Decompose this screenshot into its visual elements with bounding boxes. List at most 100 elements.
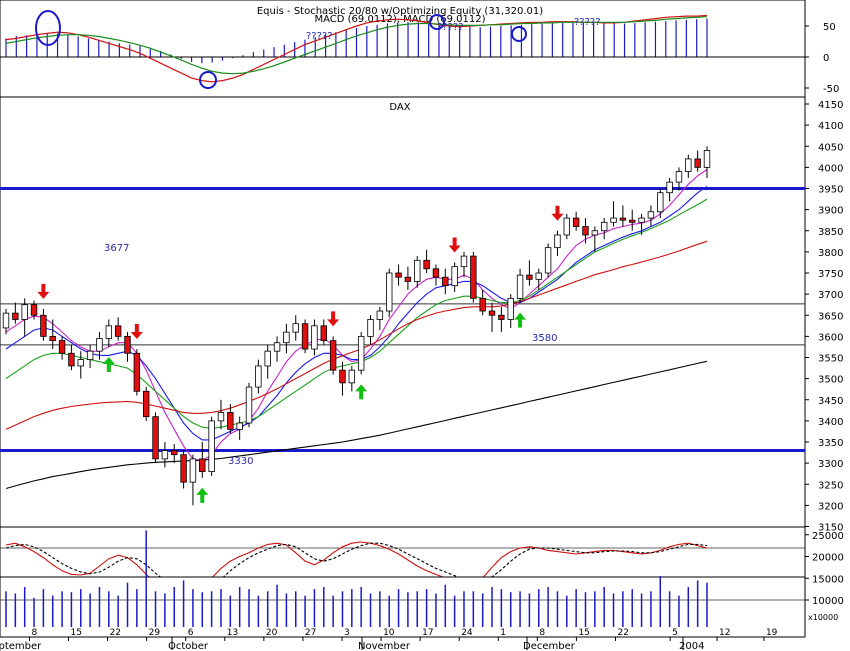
candle-down bbox=[470, 255, 477, 299]
buy-arrow bbox=[102, 356, 115, 372]
highlight-circle bbox=[199, 71, 217, 89]
y-tick-label: 0 bbox=[823, 53, 829, 64]
candle-down bbox=[12, 312, 19, 320]
candle-down bbox=[68, 352, 75, 367]
x-tick-label: 17 bbox=[422, 628, 433, 638]
y-tick-label: 3300 bbox=[818, 459, 843, 470]
top-panel-frame bbox=[0, 0, 806, 98]
volume-panel-frame bbox=[0, 576, 806, 638]
candle-up bbox=[451, 266, 458, 287]
candle-up bbox=[367, 319, 374, 337]
candle-up bbox=[414, 259, 421, 282]
candle-down bbox=[40, 314, 47, 337]
candle-down bbox=[49, 335, 56, 341]
month-label: November bbox=[358, 641, 411, 651]
candle-up bbox=[563, 217, 571, 236]
y-tick-label: 4000 bbox=[818, 163, 843, 174]
candle-up bbox=[535, 272, 542, 280]
x-tick-label: 24 bbox=[461, 628, 473, 638]
candle-up bbox=[245, 386, 253, 424]
y-tick-label: 3750 bbox=[818, 269, 843, 280]
x-tick-label: 27 bbox=[305, 628, 316, 638]
y-tick-label: 20000 bbox=[812, 553, 844, 564]
signal-arrows bbox=[37, 205, 564, 503]
candle-up bbox=[657, 192, 664, 213]
candle-up bbox=[675, 171, 683, 183]
candle-up bbox=[507, 297, 514, 320]
month-label: September bbox=[0, 641, 42, 651]
x-tick-label: 6 bbox=[188, 628, 194, 638]
moving-average-line bbox=[5, 240, 708, 430]
x-tick-label: 5 bbox=[672, 628, 678, 638]
candle-down bbox=[199, 458, 206, 472]
x-tick-label: 19 bbox=[766, 628, 778, 638]
candle-up bbox=[348, 369, 356, 384]
month-label: October bbox=[168, 641, 209, 651]
stochastic-line bbox=[5, 541, 708, 592]
x-tick-label: 1 bbox=[500, 628, 506, 638]
candle-down bbox=[526, 274, 533, 280]
sell-arrow bbox=[327, 311, 340, 327]
buy-arrow bbox=[514, 312, 527, 328]
highlight-circle bbox=[429, 14, 445, 30]
candle-down bbox=[498, 314, 505, 320]
sell-arrow bbox=[130, 324, 143, 340]
candle-up bbox=[638, 217, 645, 223]
question-annotation-2: ????? bbox=[437, 22, 464, 33]
candle-down bbox=[442, 276, 449, 287]
y-tick-label: 3150 bbox=[818, 523, 843, 534]
month-label: 2004 bbox=[679, 641, 704, 651]
candle-down bbox=[404, 276, 412, 282]
candle-down bbox=[320, 325, 327, 342]
candle-up bbox=[554, 234, 561, 249]
candle-down bbox=[58, 340, 66, 354]
y-tick-label: 4050 bbox=[818, 142, 843, 153]
price-panel-frame bbox=[0, 96, 806, 528]
candle-down bbox=[432, 268, 440, 278]
y-tick-label: 3900 bbox=[818, 206, 843, 217]
candle-up bbox=[255, 365, 262, 388]
sell-arrow bbox=[551, 205, 564, 221]
x-tick-label: 22 bbox=[617, 628, 628, 638]
y-tick-label: 10000 bbox=[812, 596, 844, 607]
top-indicator-panel: Equis - Stochastic 20/80 w/Optimizing Eq… bbox=[0, 0, 839, 98]
y-tick-label: 3850 bbox=[818, 227, 843, 238]
moving-average-line bbox=[5, 169, 708, 462]
candle-up bbox=[264, 350, 271, 367]
moving-averages bbox=[5, 169, 708, 490]
top-y-axis: 50 0 -50 bbox=[805, 22, 839, 95]
y-tick-label: 4150 bbox=[818, 100, 843, 111]
x-tick-label: 22 bbox=[110, 628, 121, 638]
candle-down bbox=[30, 304, 38, 316]
candle-up bbox=[591, 230, 599, 236]
candle-down bbox=[629, 219, 636, 223]
volume-unit-label: x10000 bbox=[808, 613, 838, 622]
candle-down bbox=[572, 217, 580, 227]
highlight-circle bbox=[35, 10, 61, 46]
candle-up bbox=[600, 221, 608, 232]
candle-down bbox=[488, 310, 496, 316]
volume-y-axis: 25000 20000 15000 10000 bbox=[805, 531, 844, 607]
y-tick-label: 3250 bbox=[818, 480, 843, 491]
candle-up bbox=[2, 312, 10, 329]
macd-lines bbox=[5, 14, 708, 83]
y-tick-label: 4100 bbox=[818, 121, 843, 132]
candle-down bbox=[582, 226, 589, 236]
y-tick-label: 3550 bbox=[818, 354, 843, 365]
month-label: December bbox=[523, 641, 576, 651]
sell-arrow bbox=[37, 283, 50, 299]
candle-down bbox=[479, 297, 486, 312]
candle-up bbox=[544, 247, 552, 274]
candlesticks bbox=[2, 146, 711, 506]
candle-down bbox=[301, 323, 309, 350]
x-tick-label: 8 bbox=[31, 628, 37, 638]
top-panel-title: Equis - Stochastic 20/80 w/Optimizing Eq… bbox=[257, 6, 543, 17]
y-tick-label: 3950 bbox=[818, 185, 843, 196]
price-panel: DAX 4150 4100 4050 4000 3950 3900 3850 3800 3750… bbox=[0, 96, 843, 534]
candle-down bbox=[171, 450, 178, 456]
y-tick-label: 3450 bbox=[818, 396, 843, 407]
candle-up bbox=[217, 412, 225, 422]
candle-up bbox=[516, 274, 524, 299]
price-panel-title: DAX bbox=[389, 102, 410, 113]
